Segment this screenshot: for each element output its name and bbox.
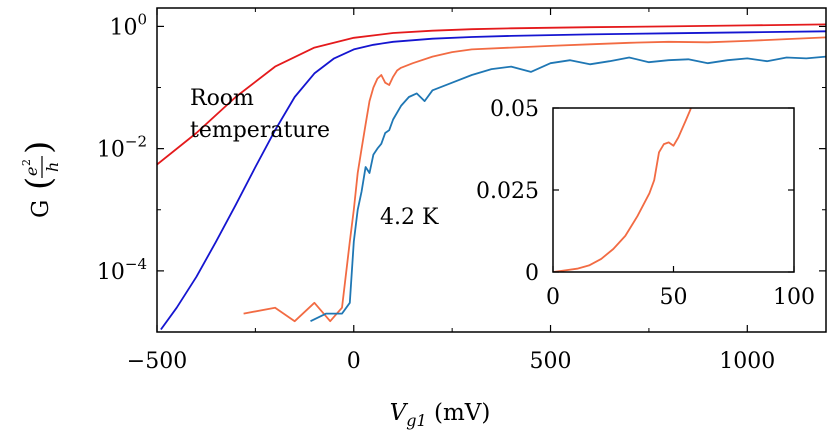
y-label-numerator-exp: 2	[20, 159, 33, 166]
y-label-letter: G	[28, 200, 54, 218]
main-series-line-3	[310, 55, 826, 323]
inset-background	[553, 108, 794, 272]
inset-tick-group: 0 50 100 0 0.025 0.05	[476, 97, 815, 310]
main-x-tick-label: 500	[530, 349, 572, 374]
annotation-room: Room	[190, 86, 254, 111]
annotation-temperature: temperature	[190, 118, 330, 143]
inset-y-tick-label: 0.05	[490, 97, 539, 122]
y-label-paren-right: )	[19, 141, 59, 154]
inset-y-tick-label: 0	[525, 261, 539, 286]
main-y-tick-label: 10−2	[97, 133, 147, 163]
y-axis-label: G ( e 2 h )	[19, 141, 62, 218]
inset-y-tick-label: 0.025	[476, 179, 539, 204]
main-x-tick-label: −500	[127, 349, 187, 374]
inset-x-tick-label: 50	[660, 285, 688, 310]
y-label-paren-left: (	[19, 177, 59, 190]
main-x-tick-label: 1000	[719, 349, 775, 374]
inset-x-tick-label: 100	[773, 285, 815, 310]
x-axis-label: Vg1 (mV)	[390, 400, 491, 430]
main-series-group	[157, 23, 826, 331]
inset-series-line-0	[553, 108, 692, 272]
inset-x-tick-label: 0	[546, 285, 560, 310]
annotation-4k: 4.2 K	[380, 205, 439, 230]
inset-series-group	[553, 108, 692, 272]
main-y-tick-label: 10−4	[97, 255, 147, 285]
y-label-denominator: h	[43, 162, 62, 172]
main-x-tick-label: 0	[347, 349, 361, 374]
y-label-numerator: e	[22, 167, 41, 176]
main-series-line-1	[160, 30, 826, 331]
main-series-line-0	[157, 23, 826, 166]
main-y-tick-label: 100	[109, 10, 147, 40]
main-series-line-2	[243, 36, 826, 323]
main-plot-frame	[156, 7, 827, 333]
